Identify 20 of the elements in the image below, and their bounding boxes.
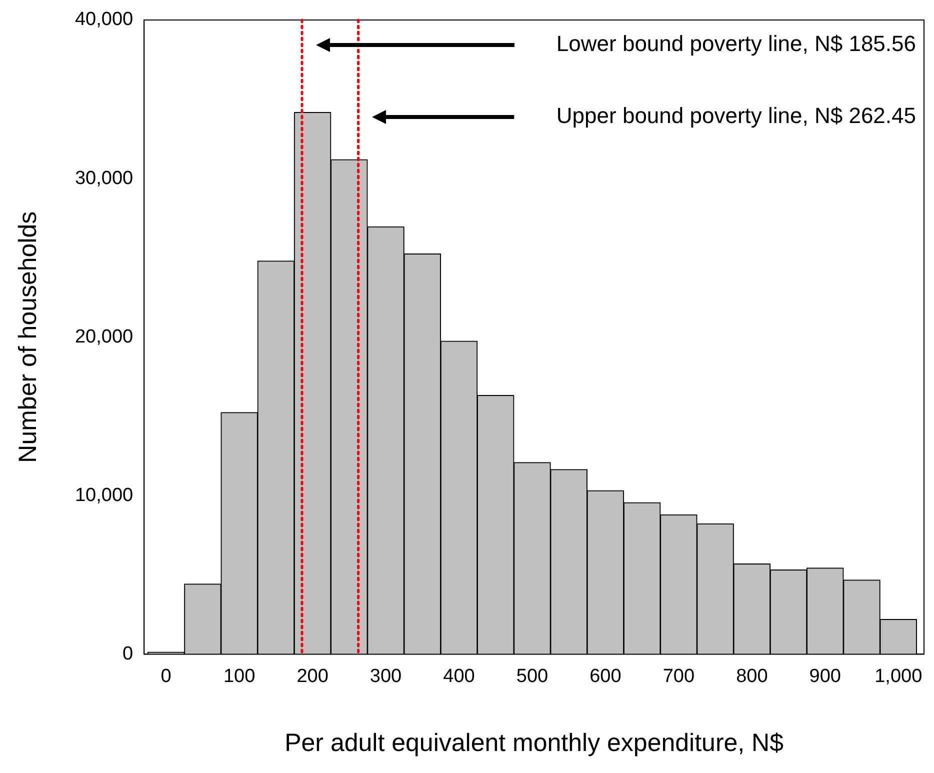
- x-tick-label: 800: [736, 666, 768, 687]
- x-tick-label: 100: [223, 666, 256, 687]
- x-tick-label: 300: [370, 666, 402, 687]
- x-tick-label: 500: [516, 666, 548, 687]
- x-tick-label: 400: [443, 666, 475, 687]
- annotation: Upper bound poverty line, N$ 262.45: [556, 103, 916, 128]
- y-tick-label: 20,000: [74, 326, 134, 348]
- annotation: Lower bound poverty line, N$ 185.56: [556, 31, 916, 56]
- y-tick-label: 10,000: [74, 484, 134, 506]
- x-tick-label: 0: [160, 666, 172, 687]
- x-tick-label: 1,000: [874, 666, 922, 687]
- x-axis-title: Per adult equivalent monthly expenditure, N$: [284, 728, 784, 757]
- y-tick-label: 40,000: [74, 9, 134, 30]
- x-tick-label: 600: [590, 666, 622, 687]
- y-axis-title: Number of households: [14, 211, 42, 463]
- x-tick-label: 200: [296, 666, 328, 687]
- y-tick-label: 30,000: [74, 168, 134, 189]
- x-tick-label: 900: [809, 666, 841, 687]
- x-tick-label: 700: [662, 666, 695, 687]
- y-tick-label: 0: [122, 643, 134, 664]
